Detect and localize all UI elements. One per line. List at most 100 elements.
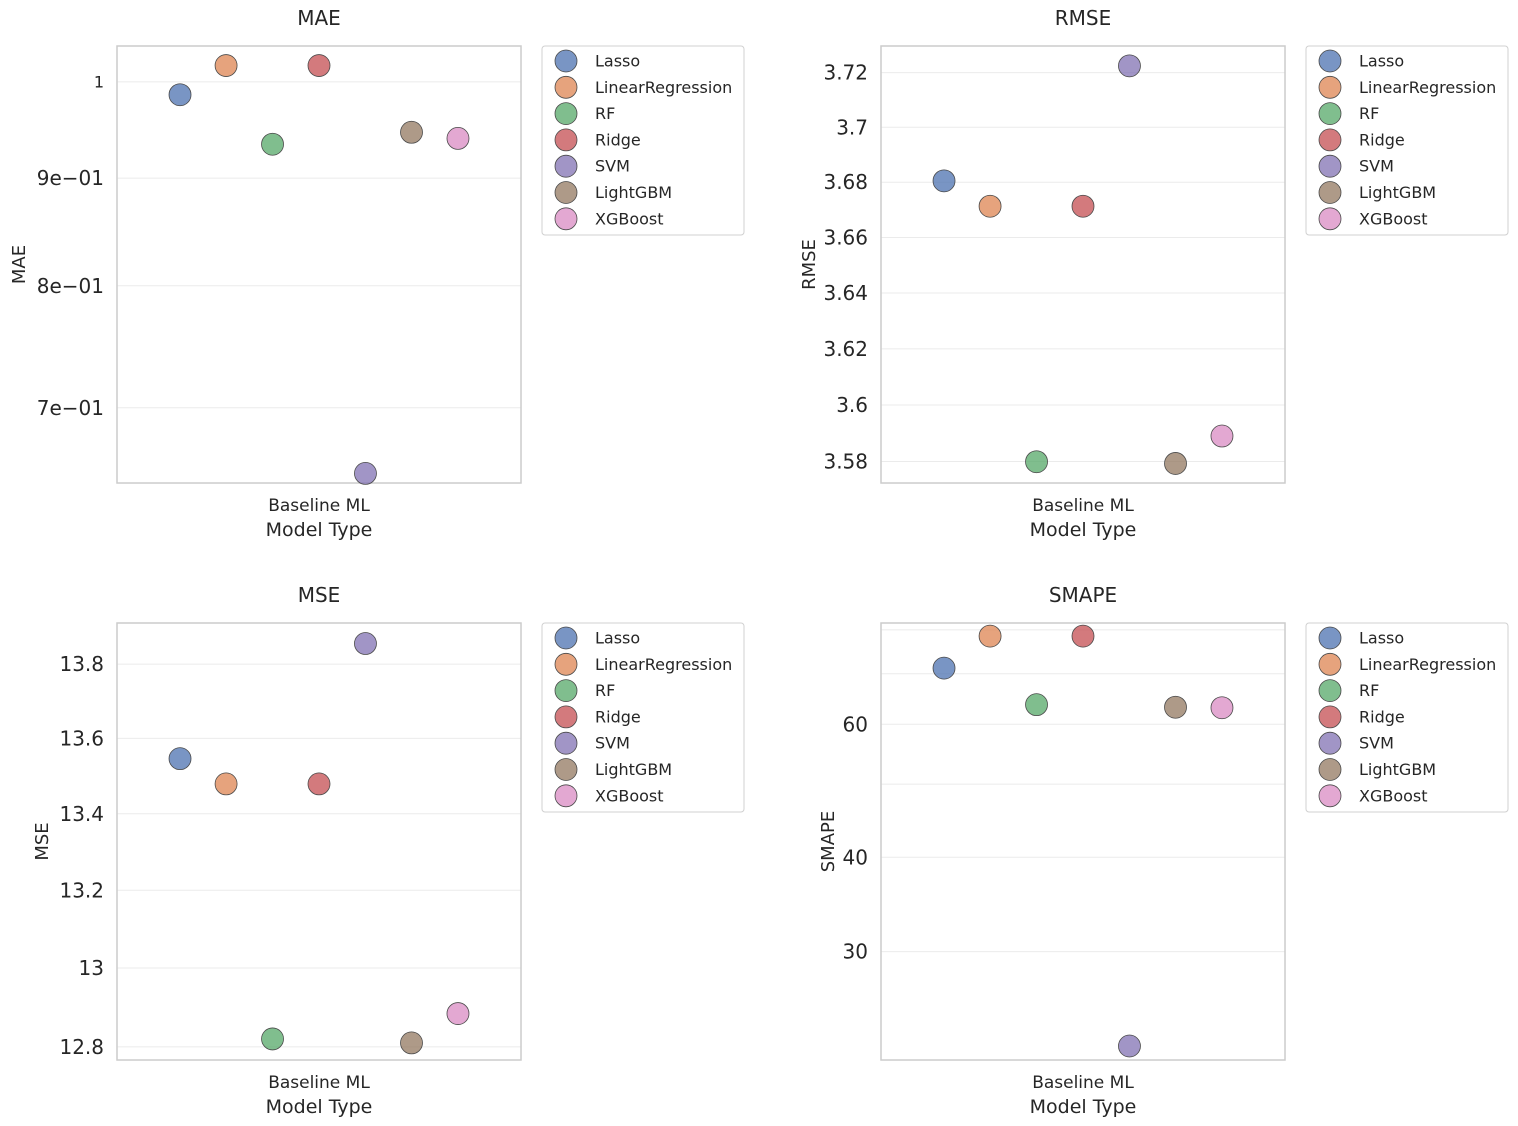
legend-frame [541,45,745,236]
data-point-lasso [932,656,956,680]
legend-marker-svm [1318,731,1342,755]
data-point-lightgbm [400,1031,423,1055]
legend-marker-rf [1318,102,1342,125]
legend-marker-lasso [1318,49,1342,73]
legend-label-linearregression: LinearRegression [1359,655,1496,674]
legend-label-ridge: Ridge [1359,130,1405,149]
legend-label-xgboost: XGBoost [1359,209,1428,228]
data-point-lasso [168,83,192,107]
y-tick-label: 3.72 [823,61,868,85]
y-tick-label: 9e−01 [37,166,104,190]
x-axis-label: Model Type [1030,519,1137,541]
x-axis-label: Model Type [1030,1096,1137,1118]
y-tick-label: 30 [843,940,868,964]
y-tick-label: 3.66 [823,225,868,249]
legend-label-linearregression: LinearRegression [595,78,732,97]
legend-label-lightgbm: LightGBM [1359,760,1436,779]
legend-label-lightgbm: LightGBM [595,760,672,779]
legend-label-lasso: Lasso [1359,52,1404,71]
data-point-lightgbm [1164,452,1187,475]
legend-marker-xgboost [1318,784,1342,808]
data-point-ridge [307,772,331,796]
legend-marker-ridge [1318,705,1342,729]
data-point-rf [1025,450,1048,474]
y-tick-label: 3.58 [823,449,868,473]
data-point-linearregression [214,772,238,796]
legend-label-linearregression: LinearRegression [1359,78,1496,97]
y-axis-label: RMSE [799,239,820,290]
legend-marker-xgboost [554,207,578,231]
legend-marker-linearregression [554,75,578,99]
legend: Lasso LinearRegression RF Ridge SVM LightGBM X… [541,622,745,813]
plot-area [880,622,1286,1061]
data-point-svm [354,462,377,485]
chart-panel-mae: 1 9e−01 8e−01 7e−01 MAE Baseline ML Model Type… [9,6,745,541]
legend-label-rf: RF [1359,104,1379,123]
legend-marker-xgboost [1318,207,1342,231]
data-point-ridge [1071,194,1095,218]
y-tick-label: 3.7 [836,115,868,139]
data-point-svm [354,632,377,655]
chart-title: RMSE [1055,6,1111,30]
y-tick-label: 13.2 [59,878,104,902]
legend-marker-lasso [1318,626,1342,650]
chart-title: MSE [298,583,341,607]
y-axis-label: MAE [9,245,30,284]
legend-marker-svm [554,154,578,178]
legend-label-rf: RF [1359,681,1379,700]
legend-label-rf: RF [595,104,615,123]
legend-marker-svm [1318,154,1342,178]
legend-marker-linearregression [1318,652,1342,676]
legend-frame [541,622,745,813]
y-tick-label: 13.8 [59,652,104,676]
legend-marker-lightgbm [554,758,578,781]
data-point-xgboost [1210,424,1234,448]
data-point-lasso [168,747,192,771]
data-point-lightgbm [400,120,423,144]
legend-marker-rf [554,102,578,125]
legend-label-lightgbm: LightGBM [1359,183,1436,202]
legend-label-svm: SVM [595,734,630,753]
chart-panel-smape: 60 40 30 SMAPE Baseline ML Model Type SMAPE Las… [818,583,1509,1118]
legend-marker-linearregression [554,652,578,676]
legend-marker-ridge [1318,128,1342,152]
data-point-linearregression [214,54,238,77]
x-tick-label: Baseline ML [268,1073,370,1093]
legend-marker-xgboost [554,784,578,808]
y-tick-label: 8e−01 [37,274,104,298]
legend-label-svm: SVM [1359,734,1394,753]
legend-label-ridge: Ridge [1359,707,1405,726]
data-point-xgboost [446,1002,470,1025]
legend-marker-lasso [554,626,578,650]
legend-marker-lightgbm [1318,758,1342,781]
y-tick-label: 60 [843,712,868,736]
y-tick-label: 13.6 [59,726,104,750]
legend-label-svm: SVM [595,157,630,176]
chart-title: SMAPE [1049,583,1117,607]
x-axis-label: Model Type [266,1096,373,1118]
legend-marker-ridge [554,128,578,152]
y-tick-label: 7e−01 [37,396,104,420]
legend-label-lightgbm: LightGBM [595,183,672,202]
y-tick-label: 13 [79,956,104,980]
y-tick-label: 3.64 [823,281,868,305]
x-tick-label: Baseline ML [1032,1073,1134,1093]
chart-panel-rmse: 3.72 3.7 3.68 3.66 3.64 3.62 3.6 3.58 RMSE Baseli… [799,6,1509,541]
y-tick-label: 3.62 [823,337,868,361]
y-tick-label: 3.6 [836,393,868,417]
data-point-lightgbm [1164,695,1187,719]
plot-area [116,45,522,484]
x-axis-label: Model Type [266,519,373,541]
data-point-linearregression [978,624,1002,648]
legend-marker-lightgbm [554,181,578,204]
data-point-svm [1118,1034,1141,1058]
legend-marker-rf [1318,679,1342,702]
data-point-xgboost [446,126,470,150]
y-tick-label: 12.8 [59,1035,104,1059]
legend-marker-lightgbm [1318,181,1342,204]
x-tick-label: Baseline ML [268,496,370,516]
legend-label-xgboost: XGBoost [595,786,664,805]
y-tick-label: 40 [843,845,868,869]
data-point-linearregression [978,194,1002,218]
